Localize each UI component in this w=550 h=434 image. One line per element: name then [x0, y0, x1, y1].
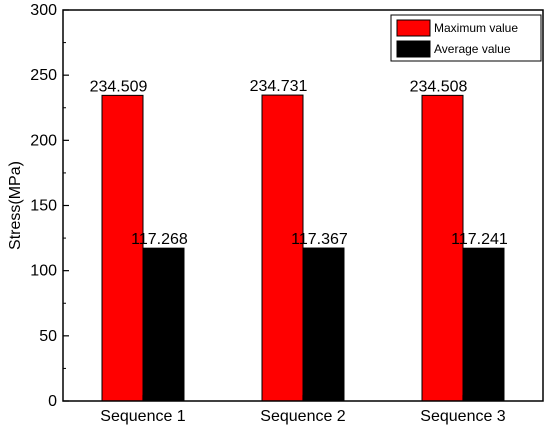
y-axis-label: Stress(MPa) — [7, 161, 24, 250]
y-axis: 0 50 100 150 200 250 300 — [30, 2, 69, 410]
data-label: 117.268 — [131, 231, 188, 248]
data-label: 117.367 — [291, 231, 348, 248]
data-label: 234.731 — [250, 78, 308, 95]
data-labels-layer: 234.509 117.268 234.731 117.367 234.508 117.2… — [90, 78, 508, 248]
legend-swatch — [396, 40, 431, 58]
bar — [302, 247, 345, 402]
y-tick-label: 50 — [39, 328, 57, 345]
data-label: 117.241 — [451, 231, 508, 248]
x-tick-label: Sequence 1 — [100, 408, 186, 425]
bar — [462, 247, 505, 402]
bar — [101, 94, 144, 402]
y-tick-label: 150 — [30, 198, 57, 215]
y-tick-label: 100 — [30, 263, 57, 280]
legend-swatch — [396, 19, 431, 37]
legend-label: Average value — [434, 42, 511, 56]
bar — [142, 247, 185, 402]
legend-label: Maximum value — [434, 21, 518, 35]
x-axis: Sequence 1 Sequence 2 Sequence 3 — [100, 395, 506, 425]
data-label: 234.509 — [90, 78, 148, 95]
bar — [421, 94, 464, 402]
bar — [261, 94, 304, 402]
bars-layer — [101, 94, 505, 402]
legend: Maximum value Average value — [390, 14, 542, 62]
y-tick-label: 250 — [30, 67, 57, 84]
x-tick-label: Sequence 2 — [260, 408, 346, 425]
y-tick-label: 300 — [30, 2, 57, 19]
y-tick-label: 200 — [30, 132, 57, 149]
x-tick-label: Sequence 3 — [420, 408, 506, 425]
y-tick-label: 0 — [48, 393, 57, 410]
data-label: 234.508 — [410, 78, 468, 95]
